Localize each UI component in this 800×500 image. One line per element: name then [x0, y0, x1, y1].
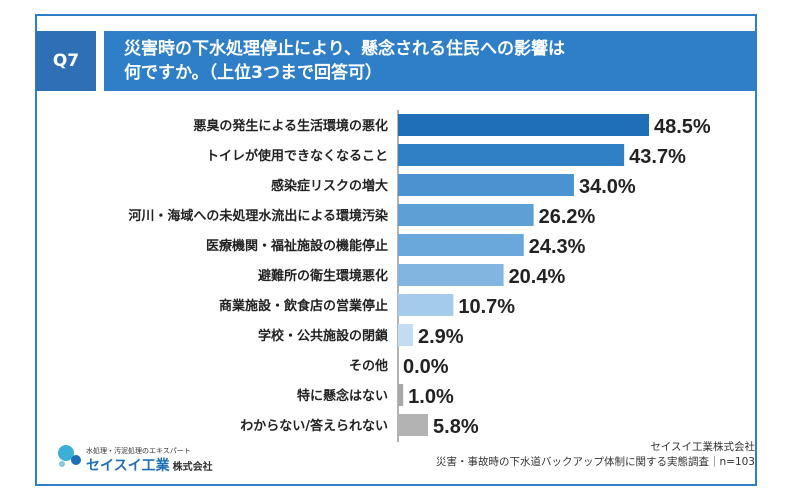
bar — [398, 114, 649, 136]
company-logo-icon — [58, 445, 81, 467]
data-label: 43.7% — [629, 146, 686, 168]
logo-name-text: セイスイ工業 — [86, 458, 170, 474]
category-label: 感染症リスクの増大 — [271, 178, 388, 194]
bar — [398, 174, 574, 196]
footer-survey: 災害・事故時の下水道バックアップ体制に関する実態調査｜n=103 — [436, 456, 755, 468]
data-label: 5.8% — [433, 416, 479, 438]
data-label: 20.4% — [509, 266, 566, 288]
data-label: 48.5% — [654, 116, 711, 138]
bar — [398, 384, 404, 406]
category-label: 医療機関・福祉施設の機能停止 — [206, 238, 388, 254]
bar — [398, 294, 454, 316]
bar — [398, 234, 524, 256]
logo-suffix: 株式会社 — [172, 462, 213, 473]
question-title-line1: 災害時の下水処理停止により、懸念される住民への影響は — [124, 39, 565, 59]
category-label: 学校・公共施設の閉鎖 — [258, 328, 389, 344]
bar — [398, 414, 429, 436]
footer-company: セイスイ工業株式会社 — [650, 441, 755, 453]
category-label: 悪臭の発生による生活環境の悪化 — [193, 118, 388, 134]
question-number-badge: Q7 — [36, 31, 96, 91]
footer-source: セイスイ工業株式会社 災害・事故時の下水道バックアップ体制に関する実態調査｜n=… — [436, 440, 755, 470]
bar — [398, 264, 504, 286]
question-title-line2: 何ですか。（上位3つまで回答可） — [124, 63, 382, 83]
data-label: 10.7% — [458, 296, 515, 318]
logo-name: セイスイ工業 株式会社 — [86, 455, 213, 475]
category-label: その他 — [349, 358, 388, 374]
bar — [398, 204, 534, 226]
category-label: わからない/答えられない — [240, 418, 388, 434]
category-label: 特に懸念はない — [297, 388, 388, 404]
question-title: 災害時の下水処理停止により、懸念される住民への影響は 何ですか。（上位3つまで回… — [104, 31, 756, 91]
logo-tagline: 水処理・汚泥処理のエキスパート — [86, 447, 191, 455]
chart-frame — [35, 14, 757, 486]
category-label: 商業施設・飲食店の営業停止 — [219, 298, 388, 314]
bar — [398, 144, 625, 166]
category-label: 避難所の衛生環境悪化 — [258, 268, 388, 284]
data-label: 0.0% — [403, 356, 449, 378]
category-label: 河川・海域への未処理水流出による環境汚染 — [128, 208, 389, 224]
data-label: 24.3% — [529, 236, 586, 258]
data-label: 26.2% — [539, 206, 596, 228]
data-label: 34.0% — [579, 176, 636, 198]
data-label: 1.0% — [408, 386, 454, 408]
data-label: 2.9% — [418, 326, 464, 348]
category-label: トイレが使用できなくなること — [206, 148, 388, 164]
bar — [398, 324, 414, 346]
